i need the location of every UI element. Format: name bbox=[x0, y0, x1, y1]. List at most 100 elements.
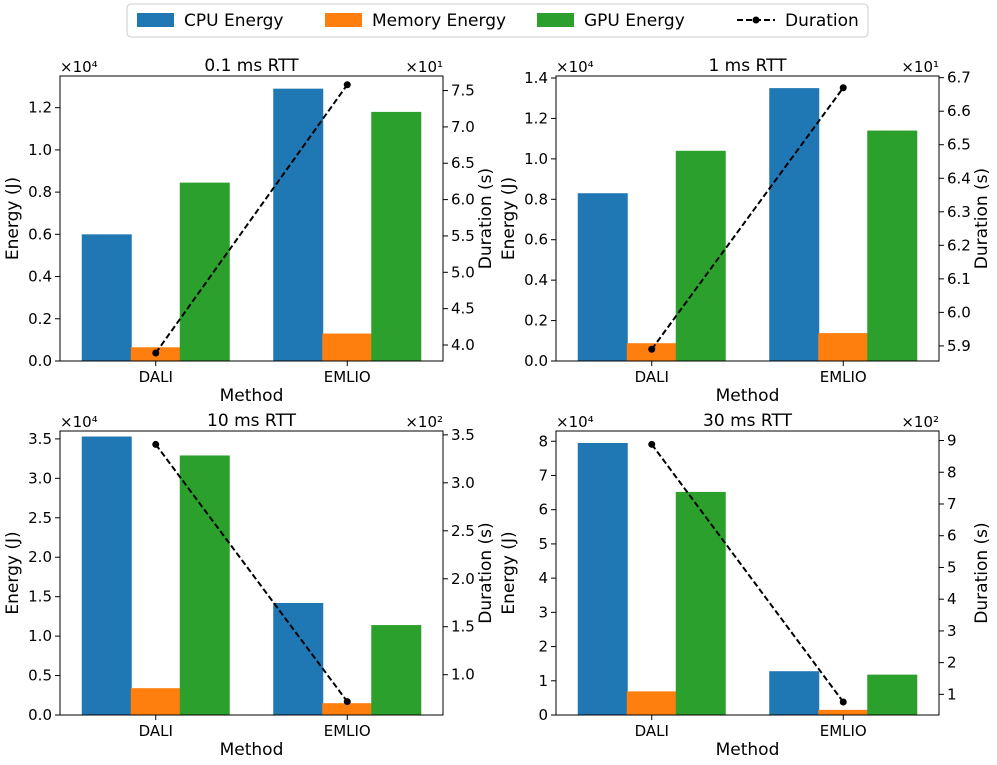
y2-tick-label: 5.5 bbox=[451, 227, 475, 245]
y2-tick-label: 6.1 bbox=[947, 270, 971, 288]
bar-memory-energy-dali bbox=[626, 691, 677, 715]
y-tick-label: 0.6 bbox=[524, 231, 548, 249]
y2-tick-label: 5 bbox=[947, 558, 957, 576]
y2-multiplier-label: ×10² bbox=[405, 413, 443, 431]
y-axis-label: Energy (J) bbox=[499, 177, 519, 260]
bar-cpu-energy-emlio bbox=[273, 602, 324, 715]
x-tick-label: DALI bbox=[635, 368, 669, 386]
y-tick-label: 0.2 bbox=[28, 310, 52, 328]
y-tick-label: 1.4 bbox=[524, 69, 548, 87]
y2-tick-label: 6.5 bbox=[947, 136, 971, 154]
legend-label: Memory Energy bbox=[372, 11, 506, 31]
y2-axis-label: Duration (s) bbox=[972, 168, 992, 269]
bar-memory-energy-emlio bbox=[322, 703, 373, 715]
y2-tick-label: 6.6 bbox=[947, 102, 971, 120]
y2-tick-label: 7 bbox=[947, 495, 957, 513]
y-tick-label: 6 bbox=[538, 501, 548, 519]
x-tick-label: DALI bbox=[635, 722, 669, 740]
y2-axis-label: Duration (s) bbox=[476, 168, 496, 269]
duration-point-emlio bbox=[839, 698, 847, 706]
y2-tick-label: 4.5 bbox=[451, 300, 475, 318]
y-tick-label: 1 bbox=[538, 672, 548, 690]
y-multiplier-label: ×10⁴ bbox=[60, 413, 98, 431]
y2-tick-label: 6.0 bbox=[947, 303, 971, 321]
y-axis-label: Energy (J) bbox=[3, 177, 23, 260]
bar-memory-energy-emlio bbox=[818, 333, 869, 361]
bar-cpu-energy-dali bbox=[577, 442, 628, 715]
axes-frame bbox=[59, 75, 444, 362]
y-tick-label: 7 bbox=[538, 466, 548, 484]
legend-label: GPU Energy bbox=[584, 11, 685, 31]
y-tick-label: 2 bbox=[538, 638, 548, 656]
legend-swatch bbox=[137, 13, 174, 27]
chart-panel-1: 0.0 0.2 0.4 0.6 0.8 1.0 1.2 4.0 4.5 5.0 5.5 6.0 6.5 7… bbox=[3, 56, 496, 406]
y-tick-label: 0.0 bbox=[524, 352, 548, 370]
y-axis-label: Energy (J) bbox=[499, 531, 519, 614]
y-tick-label: 4 bbox=[538, 569, 548, 587]
duration-point-emlio bbox=[839, 84, 847, 92]
bar-cpu-energy-dali bbox=[81, 234, 132, 361]
y2-tick-label: 6 bbox=[947, 527, 957, 545]
y2-tick-label: 2.0 bbox=[451, 570, 475, 588]
y2-tick-label: 8 bbox=[947, 463, 957, 481]
y-tick-label: 2.5 bbox=[28, 509, 52, 527]
bar-cpu-energy-emlio bbox=[769, 671, 820, 715]
y-tick-label: 0.6 bbox=[28, 225, 52, 243]
y-multiplier-label: ×10⁴ bbox=[60, 58, 98, 76]
y-tick-label: 3 bbox=[538, 603, 548, 621]
y2-axis-label: Duration (s) bbox=[972, 522, 992, 623]
y2-axis-label: Duration (s) bbox=[476, 522, 496, 623]
y2-tick-label: 1.5 bbox=[451, 618, 475, 636]
y-tick-label: 0 bbox=[538, 706, 548, 724]
legend-swatch bbox=[325, 13, 362, 27]
bar-memory-energy-emlio bbox=[818, 709, 869, 715]
y-tick-label: 0.0 bbox=[28, 706, 52, 724]
y-tick-label: 1.0 bbox=[28, 141, 52, 159]
chart-title: 0.1 ms RTT bbox=[204, 56, 299, 76]
y2-tick-label: 1 bbox=[947, 685, 957, 703]
duration-point-dali bbox=[648, 345, 656, 353]
y-tick-label: 0.8 bbox=[28, 183, 52, 201]
bar-gpu-energy-emlio bbox=[867, 130, 918, 361]
y2-tick-label: 3.0 bbox=[451, 474, 475, 492]
duration-point-emlio bbox=[343, 81, 351, 89]
x-tick-label: EMLIO bbox=[324, 368, 371, 386]
legend-label: Duration bbox=[785, 11, 859, 31]
legend: CPU Energy Memory Energy GPU Energy Duratio… bbox=[126, 3, 869, 38]
axes-frame bbox=[59, 430, 444, 716]
y-tick-label: 0.0 bbox=[28, 352, 52, 370]
y2-multiplier-label: ×10¹ bbox=[901, 58, 939, 76]
bar-cpu-energy-dali bbox=[577, 193, 628, 361]
x-tick-label: EMLIO bbox=[324, 722, 371, 740]
y-tick-label: 5 bbox=[538, 535, 548, 553]
y-tick-label: 1.0 bbox=[28, 627, 52, 645]
y-tick-label: 1.0 bbox=[524, 150, 548, 168]
bar-cpu-energy-emlio bbox=[273, 88, 324, 362]
axes-frame bbox=[555, 430, 940, 716]
bar-cpu-energy-dali bbox=[81, 436, 132, 715]
chart-title: 10 ms RTT bbox=[207, 411, 297, 431]
y-tick-label: 1.2 bbox=[28, 99, 52, 117]
y2-tick-label: 9 bbox=[947, 432, 957, 450]
x-axis-label: Method bbox=[716, 386, 780, 406]
legend-item-cpu-energy: CPU Energy bbox=[137, 11, 284, 31]
y-tick-label: 0.8 bbox=[524, 190, 548, 208]
y-tick-label: 3.5 bbox=[28, 430, 52, 448]
legend-marker bbox=[752, 16, 760, 24]
y2-tick-label: 2 bbox=[947, 654, 957, 672]
y2-tick-label: 5.9 bbox=[947, 337, 971, 355]
y2-tick-label: 1.0 bbox=[451, 666, 475, 684]
y2-tick-label: 6.3 bbox=[947, 203, 971, 221]
bar-gpu-energy-dali bbox=[179, 182, 230, 361]
duration-point-dali bbox=[648, 440, 656, 448]
y-axis-label: Energy (J) bbox=[3, 531, 23, 614]
legend-item-duration: Duration bbox=[737, 11, 859, 31]
y-tick-label: 0.4 bbox=[28, 268, 52, 286]
panels: 0.0 0.2 0.4 0.6 0.8 1.0 1.2 4.0 4.5 5.0 5.5 6.0 6.5 7… bbox=[3, 56, 992, 760]
chart-title: 30 ms RTT bbox=[703, 411, 793, 431]
y2-tick-label: 3.5 bbox=[451, 426, 475, 444]
x-axis-label: Method bbox=[220, 386, 284, 406]
y2-tick-label: 6.4 bbox=[947, 169, 971, 187]
chart-panel-3: 0.0 0.5 1.0 1.5 2.0 2.5 3.0 3.5 1.0 1.5 2.0 2.5 3.0 3… bbox=[3, 411, 496, 760]
